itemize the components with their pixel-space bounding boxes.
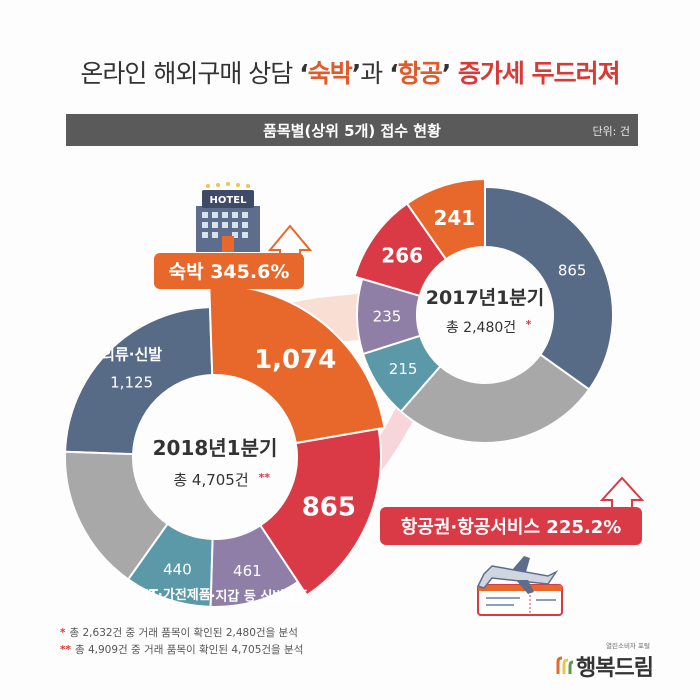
accommodation-callout: 숙박 345.6% xyxy=(154,253,304,289)
logo-icon xyxy=(556,656,574,674)
logo-wordmark: 행복드림 xyxy=(576,656,654,681)
footnote-text-2: 총 4,909건 중 거래 품목이 확인된 4,705건을 분석 xyxy=(74,644,304,656)
up-arrow-icon-2 xyxy=(599,476,645,513)
unit-label: 단위: 건 xyxy=(592,125,630,138)
title-highlight-accommodation: 숙박 xyxy=(307,59,353,88)
title-text: 온라인 해외구매 상담 xyxy=(80,59,300,88)
slice-value-2017-3: 235 xyxy=(373,308,402,326)
title-quote-close: ’ xyxy=(351,59,361,88)
slice-name-2018-0: 의류·신발 xyxy=(101,346,162,364)
slice-value-2017-5: 241 xyxy=(433,206,475,230)
flight-callout: 항공권·항공서비스 225.2% xyxy=(380,507,642,545)
footnote-2017: * 총 2,632건 중 거래 품목이 확인된 2,480건을 분석 xyxy=(60,625,303,642)
slice-value-2017-4: 266 xyxy=(381,244,423,268)
slice-value-2017-0: 865 xyxy=(558,262,587,280)
title-quote-open: ‘ xyxy=(299,59,308,88)
footnotes: * 총 2,632건 중 거래 품목이 확인된 2,480건을 분석 ** 총 4,… xyxy=(60,625,303,659)
banner-title: 품목별(상위 5개) 접수 현황 xyxy=(263,122,441,140)
title-quote-close-2: ’ xyxy=(441,59,451,88)
slice-2018-2 xyxy=(258,427,382,597)
title-quote-open-2: ‘ xyxy=(389,59,398,88)
slice-2018-5 xyxy=(64,450,169,581)
slice-2018-1 xyxy=(208,284,386,445)
center-title-2017: 2017년1분기 xyxy=(426,287,545,309)
footnote-mark-2: ** xyxy=(60,644,71,656)
hotel-sign: HOTEL xyxy=(210,195,248,206)
center-mark-2017: * xyxy=(526,318,532,331)
slice-name-2018-4: IT·가전제품 xyxy=(144,587,211,603)
center-total-2017: 총 2,480건 xyxy=(446,320,516,336)
slice-value-2018-1: 1,074 xyxy=(254,345,336,375)
center-total-2018: 총 4,705건 xyxy=(173,471,248,489)
center-mark-2018: ** xyxy=(259,471,271,484)
logo: 열린소비자 포털 행복드림 xyxy=(556,640,666,681)
slice-2017-5 xyxy=(405,177,486,261)
slice-name-2018-3: 가방·지갑 등 신변용품 xyxy=(187,588,309,604)
page-title: 온라인 해외구매 상담 ‘숙박’과 ‘항공’ 증가세 두드러져 xyxy=(0,54,700,90)
title-highlight-flight: 항공 xyxy=(397,59,443,88)
center-title-2018: 2018년1분기 xyxy=(153,436,278,460)
slice-value-2018-3: 461 xyxy=(233,562,262,580)
footnote-2018: ** 총 4,909건 중 거래 품목이 확인된 4,705건을 분석 xyxy=(60,642,303,659)
accommodation-callout-text: 숙박 345.6% xyxy=(169,261,290,283)
slice-2018-0 xyxy=(64,306,214,456)
logo-subtitle: 열린소비자 포털 xyxy=(606,642,650,650)
slice-value-2018-0: 1,125 xyxy=(110,374,153,392)
slice-value-2018-4: 440 xyxy=(163,560,192,578)
slice-value-2018-2: 865 xyxy=(302,493,356,523)
slice-2017-1 xyxy=(399,353,591,444)
flight-callout-text: 항공권·항공서비스 225.2% xyxy=(401,517,622,538)
slice-value-2017-2: 215 xyxy=(389,360,418,378)
donut-2018: 의류·신발 1,125 1,074 865 461 가방·지갑 등 신변용품 440 IT·가… xyxy=(64,284,386,608)
slice-2017-0 xyxy=(484,185,614,391)
title-connector: 과 xyxy=(360,59,390,88)
hotel-icon: HOTEL xyxy=(196,182,260,252)
title-highlight-trend: 증가세 두드러져 xyxy=(450,59,621,88)
airplane-ticket-icon xyxy=(476,556,563,616)
footnote-mark: * xyxy=(60,627,66,639)
footnote-text: 총 2,632건 중 거래 품목이 확인된 2,480건을 분석 xyxy=(69,627,298,639)
section-banner: 품목별(상위 5개) 접수 현황 단위: 건 xyxy=(66,114,638,146)
